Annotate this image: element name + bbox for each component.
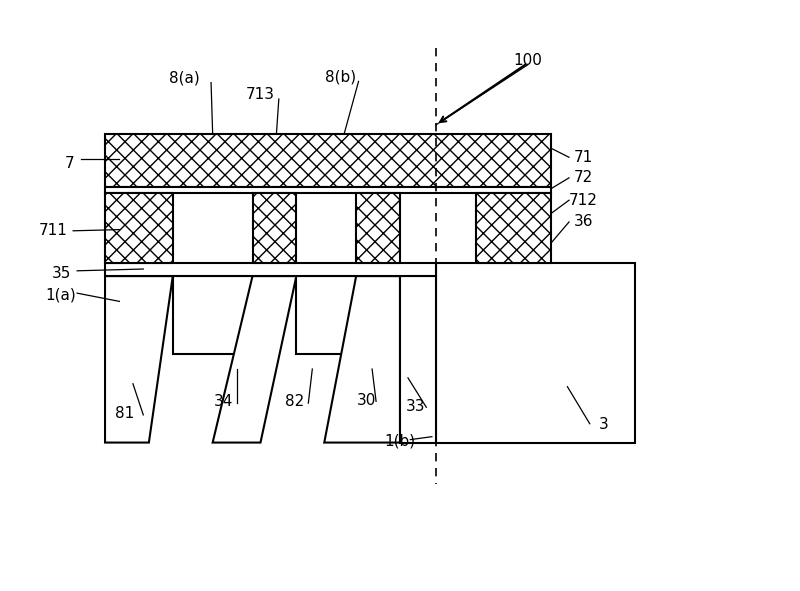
Polygon shape — [213, 276, 296, 443]
Bar — [105, 134, 551, 187]
Polygon shape — [296, 276, 356, 355]
Text: 7: 7 — [64, 155, 74, 171]
Bar — [356, 193, 400, 263]
Polygon shape — [173, 276, 253, 355]
Text: 33: 33 — [406, 398, 426, 414]
Text: 3: 3 — [598, 417, 608, 433]
Text: 1(a): 1(a) — [46, 288, 77, 303]
Text: 712: 712 — [569, 193, 598, 207]
Text: 8(b): 8(b) — [325, 69, 356, 84]
Bar — [253, 193, 296, 263]
Text: 8(a): 8(a) — [170, 70, 200, 85]
Bar — [105, 263, 436, 276]
Text: 36: 36 — [574, 215, 593, 229]
Bar — [476, 193, 551, 263]
Text: 1(b): 1(b) — [385, 434, 415, 449]
Polygon shape — [105, 276, 173, 443]
Text: 30: 30 — [357, 392, 376, 408]
Text: 72: 72 — [574, 170, 593, 186]
Bar — [105, 187, 551, 193]
Text: 81: 81 — [115, 405, 134, 421]
Text: 71: 71 — [574, 150, 593, 165]
Polygon shape — [324, 276, 400, 443]
Text: 711: 711 — [38, 223, 68, 238]
Text: 82: 82 — [285, 394, 304, 409]
Text: 35: 35 — [51, 265, 71, 281]
Text: 713: 713 — [246, 87, 275, 102]
Text: 34: 34 — [214, 394, 233, 409]
Polygon shape — [400, 276, 436, 443]
Text: 100: 100 — [513, 53, 542, 68]
Bar — [436, 263, 635, 443]
Bar — [105, 193, 173, 263]
